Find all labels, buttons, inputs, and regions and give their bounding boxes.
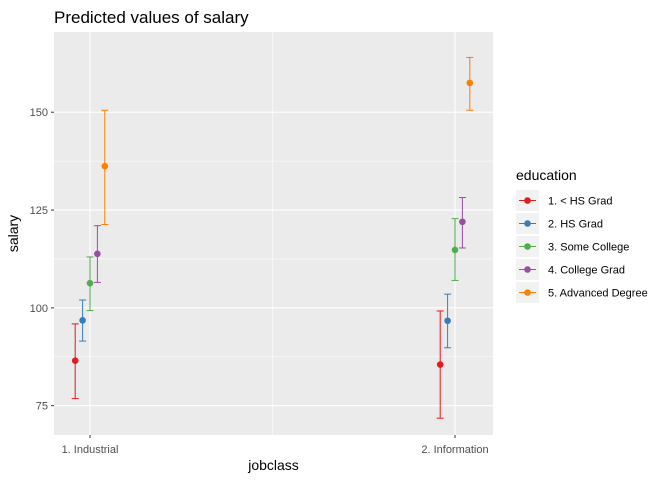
legend: 1. < HS Grad 2. HS Grad 3. Some College 4. … [516,190,648,303]
data-point [101,162,109,170]
y-tick-label: 100 [30,303,48,315]
data-point [451,246,459,254]
plot-panel [54,32,493,435]
legend-label: 3. Some College [548,242,629,254]
chart-title: Predicted values of salary [54,8,249,27]
legend-label: 5. Advanced Degree [548,288,648,300]
data-point [436,361,444,368]
legend-key-point [524,197,531,204]
data-point [444,317,451,325]
grid-lines [54,32,493,435]
legend-key-point [524,243,531,250]
x-tick-label: 1. Industrial [62,444,119,456]
x-axis-title: jobclass [247,457,299,473]
data-point [94,250,101,258]
chart-marks [71,56,474,419]
y-tick-label: 75 [36,401,48,413]
data-point [71,357,79,364]
legend-label: 2. HS Grad [548,219,603,231]
legend-title: education [516,167,577,183]
y-axis: 75 100 125 150 [30,107,54,413]
legend-key-point [524,266,531,273]
data-point [86,279,94,287]
y-axis-title: salary [5,215,21,252]
legend-key-point [524,289,531,296]
y-tick-label: 150 [30,107,48,119]
y-tick-label: 125 [30,205,48,217]
data-point [79,317,86,324]
data-point [466,79,474,87]
data-point [459,218,466,226]
legend-key-point [524,220,531,227]
x-tick-label: 2. Information [421,444,488,456]
x-axis: 1. Industrial 2. Information [62,435,489,456]
legend-label: 1. < HS Grad [548,196,613,208]
legend-label: 4. College Grad [548,265,625,277]
